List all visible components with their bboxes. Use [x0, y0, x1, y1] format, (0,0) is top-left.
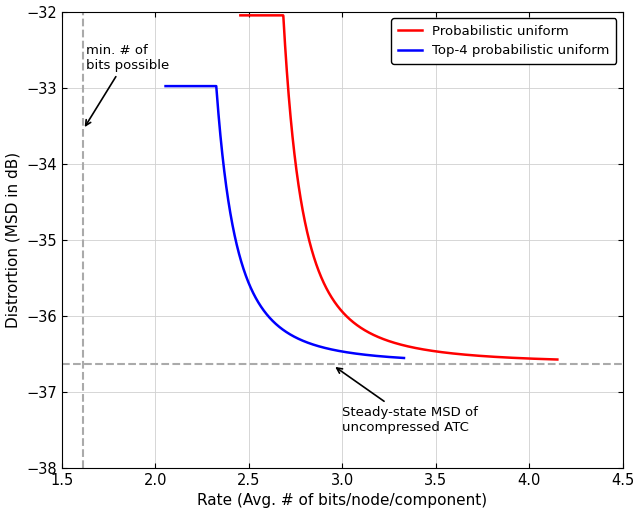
Top-4 probabilistic uniform — [393, 355, 401, 361]
Line: Top-4 probabilistic uniform: Top-4 probabilistic uniform — [166, 86, 404, 358]
Probabilistic uniform — [253, 12, 260, 19]
Text: Steady-state MSD of
uncompressed ATC: Steady-state MSD of uncompressed ATC — [337, 368, 478, 434]
X-axis label: Rate (Avg. # of bits/node/component): Rate (Avg. # of bits/node/component) — [197, 493, 487, 508]
Top-4 probabilistic uniform — [278, 325, 285, 332]
Probabilistic uniform — [390, 340, 398, 346]
Probabilistic uniform — [382, 337, 390, 343]
Probabilistic uniform — [554, 356, 561, 362]
Text: min. # of
bits possible: min. # of bits possible — [86, 44, 170, 125]
Top-4 probabilistic uniform — [349, 350, 357, 356]
Top-4 probabilistic uniform — [393, 355, 401, 361]
Probabilistic uniform — [486, 354, 494, 360]
Top-4 probabilistic uniform — [162, 83, 170, 89]
Top-4 probabilistic uniform — [271, 320, 279, 326]
Probabilistic uniform — [237, 12, 244, 19]
Top-4 probabilistic uniform — [400, 355, 408, 361]
Y-axis label: Distrortion (MSD in dB): Distrortion (MSD in dB) — [6, 152, 20, 328]
Top-4 probabilistic uniform — [174, 83, 182, 89]
Probabilistic uniform — [544, 356, 552, 362]
Line: Probabilistic uniform: Probabilistic uniform — [241, 15, 557, 359]
Probabilistic uniform — [545, 356, 552, 362]
Legend: Probabilistic uniform, Top-4 probabilistic uniform: Probabilistic uniform, Top-4 probabilist… — [391, 18, 616, 64]
